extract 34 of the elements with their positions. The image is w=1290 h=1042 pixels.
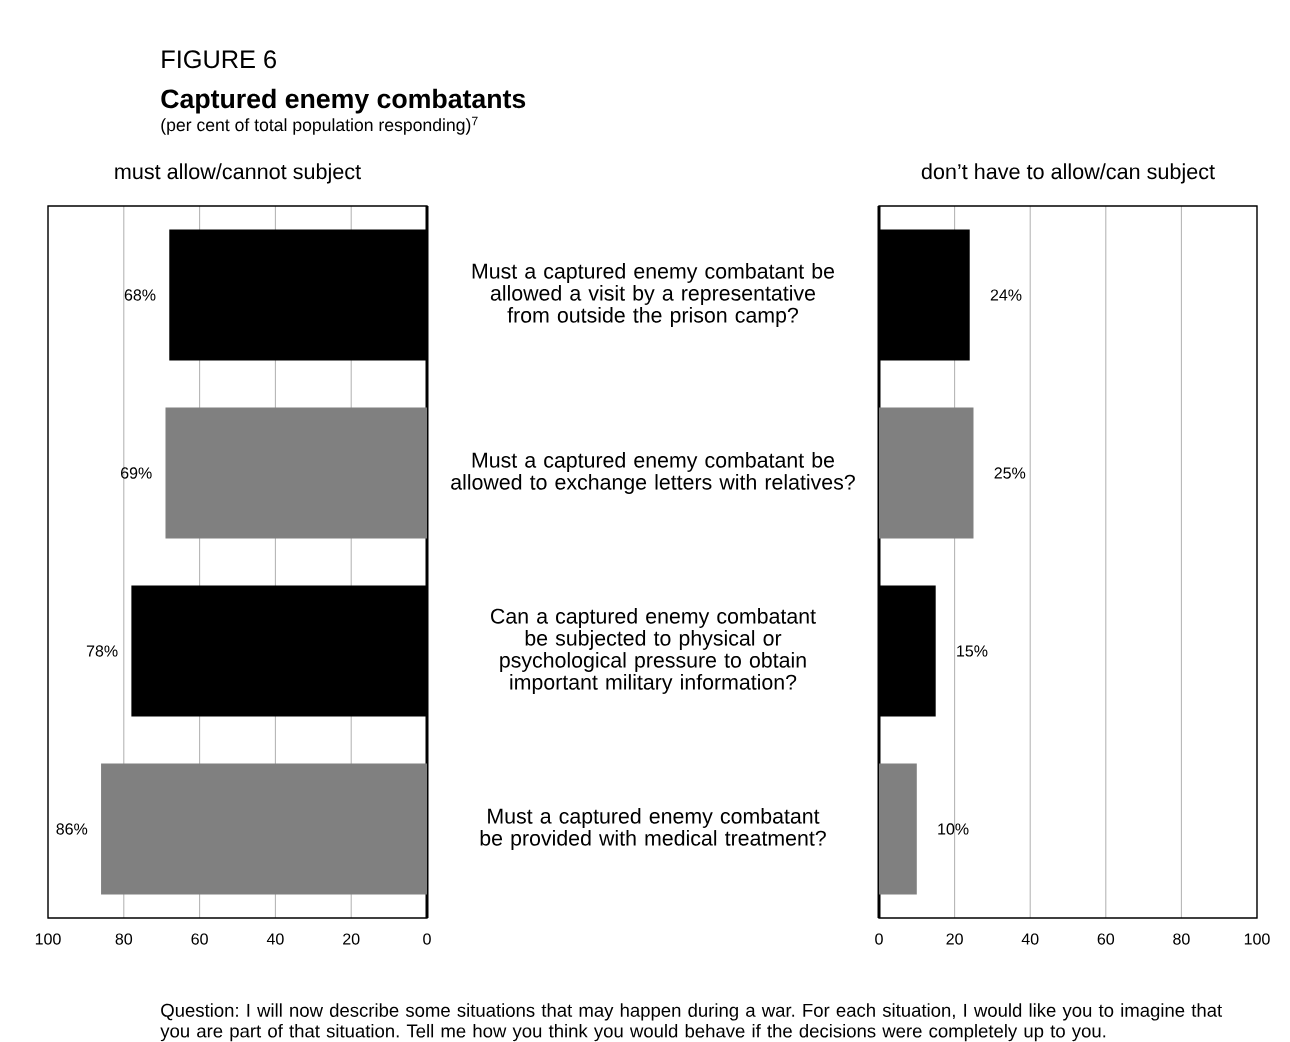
y-tick-label: Must a captured enemy combatant be allowed to exchange letters with relatives?	[451, 452, 855, 494]
data-label: 78%	[86, 645, 118, 657]
data-label: 10%	[938, 823, 969, 835]
x-tick-label: 60	[191, 933, 208, 945]
bar	[879, 763, 917, 895]
bar	[101, 763, 427, 895]
text: Question: I will now describe some situations that may happen during a war. For each situation, I would like you to imagine that you are part of that situation. Tell me how you think you would behave if the decisions were completely up to you.	[160, 1003, 1223, 1042]
caption: FIGURE 6	[162, 50, 276, 69]
x-tick-label: 0	[423, 933, 431, 945]
data-label: 15%	[957, 645, 988, 657]
x-tick-label: 0	[875, 933, 883, 945]
x-axis-title: don’t have to allow/can subject	[921, 163, 1215, 184]
x-tick-label: 100	[35, 933, 61, 945]
y-tick-label: Must a captured enemy combatant be provided with medical treatment?	[480, 808, 826, 850]
x-tick-label: 80	[115, 933, 133, 945]
x-tick-label: 80	[1173, 933, 1190, 945]
data-label: 68%	[124, 289, 156, 301]
data-label: 86%	[56, 823, 88, 835]
chart-subtitle: (per cent of total population responding)$^{7}$	[161, 116, 478, 135]
data-label: 25%	[994, 467, 1026, 479]
y-tick-label: Can a captured enemy combatant be subjected to physical or psychological pressure to obtain important military information?	[491, 608, 816, 694]
bar	[165, 407, 427, 539]
x-tick-label: 20	[946, 933, 963, 945]
x-axis-title: must allow/cannot subject	[115, 163, 361, 184]
x-tick-label: 100	[1244, 933, 1270, 945]
bar	[879, 407, 974, 539]
x-tick-label: 40	[1021, 933, 1039, 945]
x-tick-label: 40	[266, 933, 284, 945]
chart-title: Captured enemy combatants	[161, 88, 526, 114]
y-tick-label: Must a captured enemy combatant be allowed a visit by a representative from outside the prison camp?	[472, 263, 835, 327]
x-tick-label: 20	[343, 933, 360, 945]
data-label: 69%	[121, 467, 152, 479]
data-label: 24%	[990, 289, 1022, 301]
x-tick-label: 60	[1097, 933, 1115, 945]
